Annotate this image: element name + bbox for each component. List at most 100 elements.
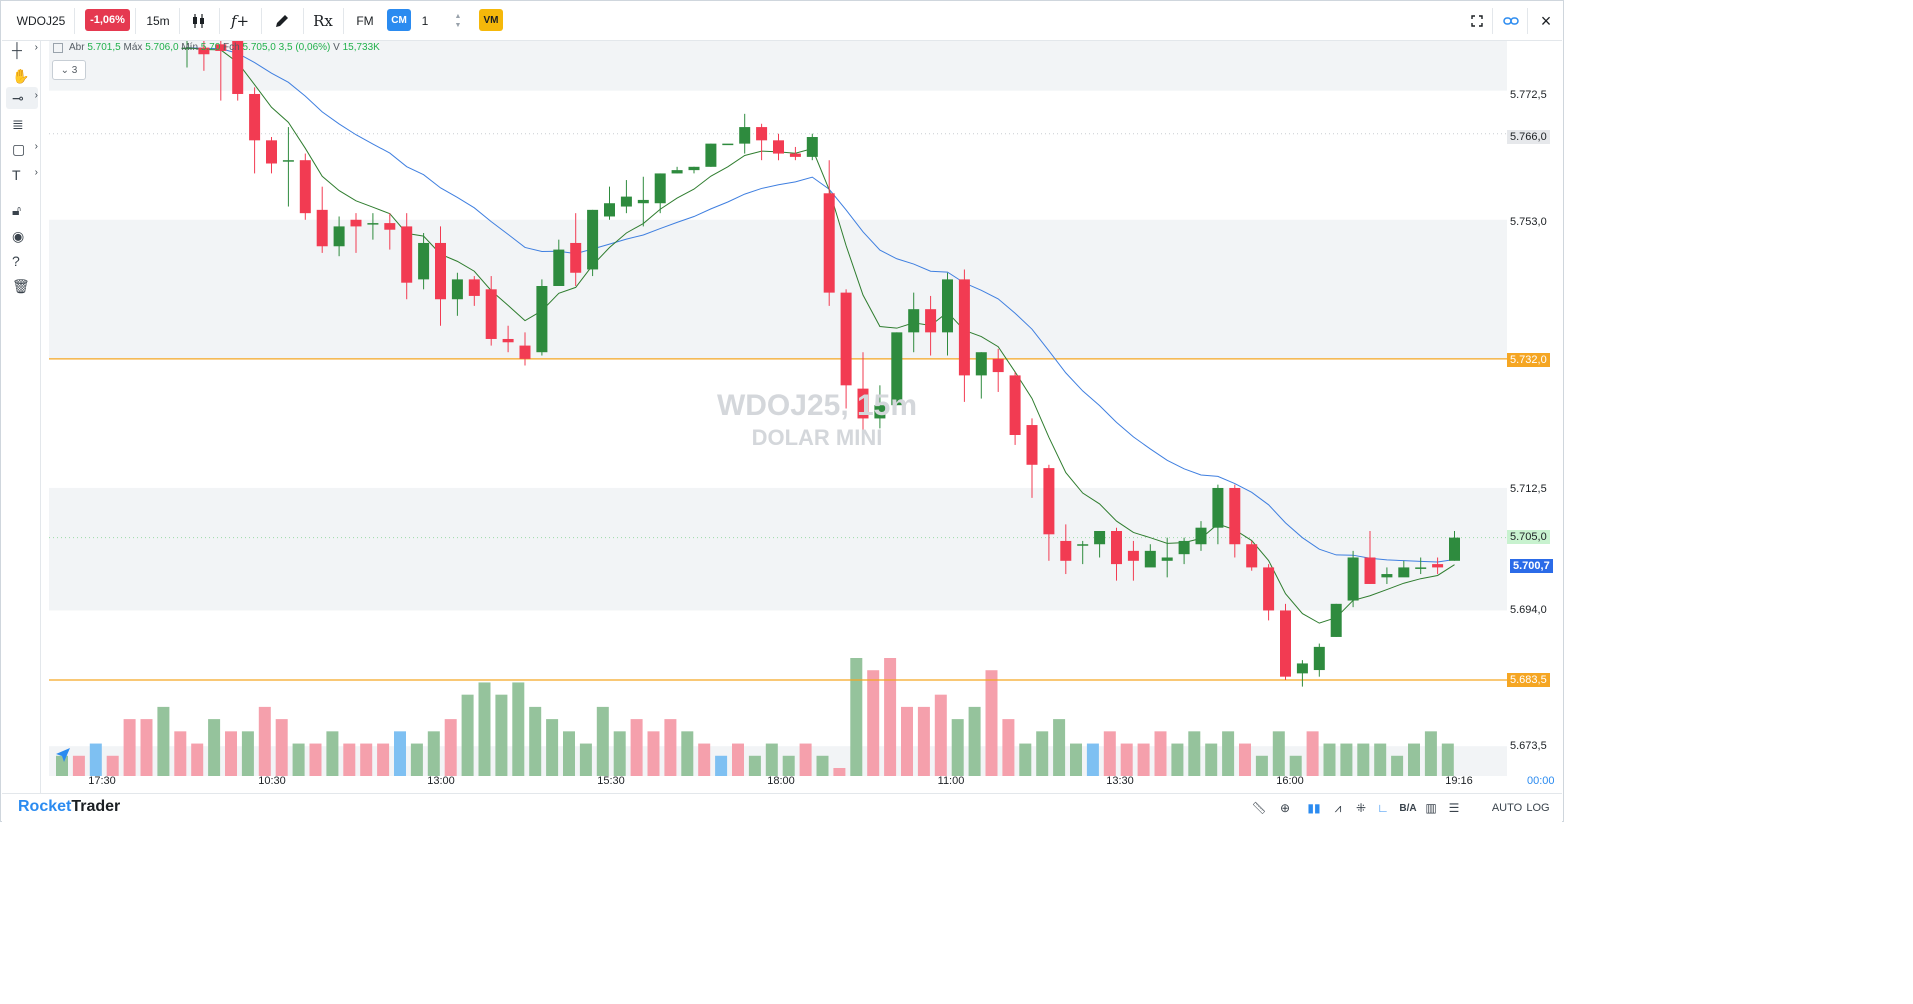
volume-bar <box>1323 743 1336 776</box>
candle-body <box>1127 550 1139 561</box>
volume-bar <box>1070 743 1082 776</box>
candle-body <box>1398 567 1410 578</box>
candle-body <box>1144 550 1156 568</box>
timeframe-selector[interactable]: 15m <box>146 14 170 28</box>
lock-icon: 🔓︎ <box>12 201 22 218</box>
volume-bar <box>478 682 491 776</box>
volume-bar <box>563 731 575 776</box>
lower-line-marker: 5.683,5 <box>1507 673 1550 687</box>
volume-bars-icon[interactable]: ▮▮ <box>1307 801 1321 815</box>
legend-close: 5.705,0 <box>242 42 276 53</box>
hand-tool[interactable]: ✋ <box>6 65 38 87</box>
candle-body <box>1229 487 1241 545</box>
candle-body <box>806 137 818 157</box>
candle-body <box>299 160 311 214</box>
candle-body <box>1195 527 1207 545</box>
chart-type-candles-icon[interactable] <box>184 2 214 40</box>
order-book-icon[interactable]: ▥ <box>1425 801 1437 815</box>
candle-body <box>232 41 244 94</box>
lock-drawings-tool[interactable]: 🔓︎ <box>6 199 38 221</box>
line-tool[interactable]: ⊸ › <box>6 87 38 109</box>
volume-bar <box>275 719 288 776</box>
volume-bar <box>546 719 559 776</box>
candle-body <box>908 309 920 333</box>
volume-bar <box>1137 743 1150 776</box>
indicators-toggle[interactable]: ⌄ 3 <box>52 60 86 80</box>
ruler-icon[interactable]: 📏︎ <box>1251 801 1267 815</box>
close-icon[interactable]: × <box>1540 10 1552 31</box>
symbol-selector[interactable]: WDOJ25 <box>16 14 66 28</box>
fibonacci-tool[interactable]: ≣ <box>6 113 38 135</box>
axis-icon[interactable]: ∟ <box>1377 801 1389 815</box>
zoom-icon[interactable]: ⊕ <box>1279 801 1291 815</box>
quantity-stepper[interactable]: ▲ ▼ <box>448 2 468 40</box>
volume-bar <box>427 731 440 776</box>
auto-scale-button[interactable]: AUTO <box>1491 802 1523 814</box>
legend-high: 5.706,0 <box>145 42 179 53</box>
volume-bar <box>72 755 85 776</box>
chart-canvas[interactable] <box>49 41 1507 776</box>
volume-bar <box>241 731 254 776</box>
stepper-up-icon[interactable]: ▲ <box>454 13 462 20</box>
candle-body <box>1330 603 1342 637</box>
delete-drawings-tool[interactable]: 🗑︎ <box>6 275 38 297</box>
volume-bar <box>1103 731 1116 776</box>
chevron-right-icon[interactable]: › <box>34 90 38 101</box>
price-band <box>49 219 1507 359</box>
rx-button[interactable]: Rx <box>313 12 333 30</box>
price-chart[interactable]: WDOJ25, 15m DOLAR MINI <box>49 41 1507 776</box>
volume-bar <box>326 731 339 776</box>
price-tick: 5.753,0 <box>1510 216 1547 228</box>
candle-body <box>367 223 379 225</box>
link-icon[interactable] <box>1499 2 1523 40</box>
candle-body <box>249 93 261 141</box>
toolbar-divider <box>1492 8 1493 34</box>
legend-close-label: Fch <box>223 42 240 53</box>
volume-bar <box>1340 743 1353 776</box>
vm-button[interactable]: VM <box>479 9 503 31</box>
shape-tool[interactable]: ▢ › <box>6 138 38 160</box>
time-tick: 10:30 <box>258 775 286 787</box>
fullscreen-icon[interactable] <box>1466 2 1488 40</box>
time-tick: 16:00 <box>1276 775 1304 787</box>
chart-toolbar: WDOJ25 -1,06% 15m f+ Rx FM CM 1 ▲ ▼ VM <box>2 2 1562 41</box>
help-tool[interactable]: ? <box>6 250 38 272</box>
candle-body <box>316 209 328 247</box>
line-chart-icon[interactable]: ⩘ <box>1334 800 1342 815</box>
volume-bar <box>377 743 390 776</box>
legend-collapse-button[interactable] <box>53 43 63 53</box>
grid-icon[interactable]: ⁜ <box>1355 801 1367 815</box>
fm-button[interactable]: FM <box>356 14 374 28</box>
chevron-right-icon[interactable]: › <box>34 42 38 53</box>
navigate-arrow-icon[interactable] <box>53 745 73 765</box>
crosshair-tool[interactable]: ┼ › <box>6 39 38 61</box>
candle-body <box>1280 610 1291 677</box>
log-scale-button[interactable]: LOG <box>1526 802 1550 814</box>
show-drawings-tool[interactable]: ◉ <box>6 225 38 247</box>
candle-body <box>671 170 683 174</box>
cm-button[interactable]: CM <box>387 9 411 31</box>
quantity-field[interactable]: 1 <box>421 14 429 28</box>
line-icon: ⊸ <box>12 89 24 106</box>
volume-bar <box>1171 743 1184 776</box>
drawing-pen-icon[interactable] <box>266 2 298 40</box>
moving-average-slow <box>186 47 1455 563</box>
chevron-right-icon[interactable]: › <box>34 141 38 152</box>
chevron-right-icon[interactable]: › <box>34 167 38 178</box>
indicators-button[interactable]: f+ <box>230 12 250 30</box>
volume-bar <box>157 706 170 776</box>
bid-ask-button[interactable]: B/A <box>1399 802 1417 814</box>
price-tick: 5.673,5 <box>1510 740 1547 752</box>
volume-bar <box>1424 731 1437 776</box>
candle-body <box>587 209 599 270</box>
volume-bar <box>343 743 356 776</box>
candle-body <box>654 173 666 204</box>
volume-bar <box>1188 731 1201 776</box>
text-tool[interactable]: T › <box>6 164 38 186</box>
volume-bar <box>1053 719 1066 776</box>
volume-bar <box>732 743 744 776</box>
candle-body <box>1263 567 1275 611</box>
stepper-down-icon[interactable]: ▼ <box>454 22 462 29</box>
volume-bar <box>917 706 930 776</box>
layout-icon[interactable]: ☰ <box>1448 801 1460 815</box>
